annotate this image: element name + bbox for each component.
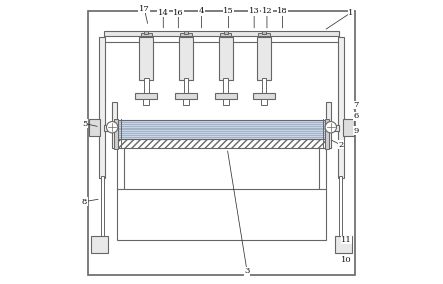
Bar (258, 33, 270, 36)
Bar (139, 37, 153, 80)
Bar (117, 189, 326, 240)
Bar (140, 33, 152, 36)
Text: 12: 12 (262, 7, 272, 15)
Bar (112, 102, 117, 148)
Bar (338, 37, 344, 178)
Bar (343, 119, 354, 136)
Bar (261, 99, 267, 105)
Bar (184, 31, 188, 34)
Bar (144, 31, 148, 34)
Bar (114, 119, 118, 149)
Text: 6: 6 (354, 112, 359, 120)
Bar (224, 31, 228, 34)
Bar (253, 93, 275, 99)
Bar (339, 176, 342, 237)
Text: 13: 13 (249, 7, 260, 15)
Bar (104, 31, 339, 37)
Bar (91, 236, 108, 253)
Text: 5: 5 (82, 120, 87, 128)
Bar (136, 93, 157, 99)
Bar (262, 31, 266, 34)
Bar (101, 176, 104, 237)
Text: 3: 3 (245, 267, 250, 275)
Text: 11: 11 (341, 236, 352, 244)
Bar (105, 125, 121, 131)
Bar (144, 99, 149, 105)
Bar (183, 99, 189, 105)
Text: 1: 1 (348, 9, 354, 17)
Text: 9: 9 (354, 127, 359, 135)
Bar (144, 78, 148, 94)
Text: 10: 10 (341, 256, 352, 264)
Bar (325, 119, 329, 149)
Bar (175, 93, 197, 99)
Bar (184, 78, 188, 94)
Bar (99, 37, 105, 178)
Bar (223, 99, 229, 105)
Text: 7: 7 (354, 101, 359, 109)
Text: 16: 16 (173, 9, 184, 17)
Text: 14: 14 (158, 9, 169, 17)
Text: 17: 17 (139, 5, 150, 12)
Bar (117, 139, 326, 148)
Bar (215, 93, 237, 99)
Bar (319, 146, 326, 190)
Bar (322, 125, 338, 131)
Circle shape (325, 122, 337, 133)
Bar (335, 236, 352, 253)
Text: 4: 4 (199, 7, 204, 15)
Bar (257, 37, 271, 80)
Bar (223, 78, 228, 94)
Bar (104, 36, 339, 42)
Text: 8: 8 (82, 198, 87, 206)
Bar (117, 146, 124, 190)
Bar (180, 33, 192, 36)
Bar (220, 33, 231, 36)
Text: 15: 15 (223, 7, 234, 15)
Bar (179, 37, 193, 80)
Text: 18: 18 (277, 7, 288, 15)
Bar (117, 120, 326, 139)
Bar (262, 78, 266, 94)
Bar (89, 119, 100, 136)
Bar (326, 102, 331, 148)
Text: 2: 2 (338, 141, 343, 149)
Circle shape (106, 122, 118, 133)
Bar (219, 37, 233, 80)
